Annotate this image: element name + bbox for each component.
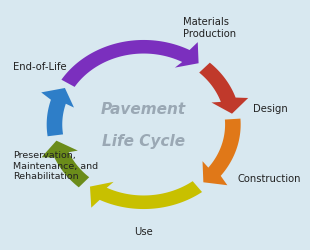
Text: Use: Use — [134, 226, 153, 236]
Polygon shape — [199, 64, 248, 114]
Polygon shape — [90, 182, 202, 209]
Text: Life Cycle: Life Cycle — [102, 134, 185, 148]
Text: Construction: Construction — [237, 173, 301, 183]
Polygon shape — [42, 141, 89, 188]
Text: Pavement: Pavement — [101, 102, 186, 116]
Polygon shape — [202, 119, 241, 186]
Text: Preservation,
Maintenance, and
Rehabilitation: Preservation, Maintenance, and Rehabilit… — [13, 151, 99, 180]
Polygon shape — [41, 89, 74, 137]
Text: Design: Design — [253, 104, 287, 114]
Text: Materials
Production: Materials Production — [183, 17, 237, 39]
Text: End-of-Life: End-of-Life — [13, 62, 67, 72]
Polygon shape — [61, 41, 199, 88]
